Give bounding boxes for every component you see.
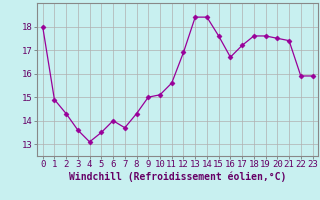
X-axis label: Windchill (Refroidissement éolien,°C): Windchill (Refroidissement éolien,°C) [69, 172, 286, 182]
